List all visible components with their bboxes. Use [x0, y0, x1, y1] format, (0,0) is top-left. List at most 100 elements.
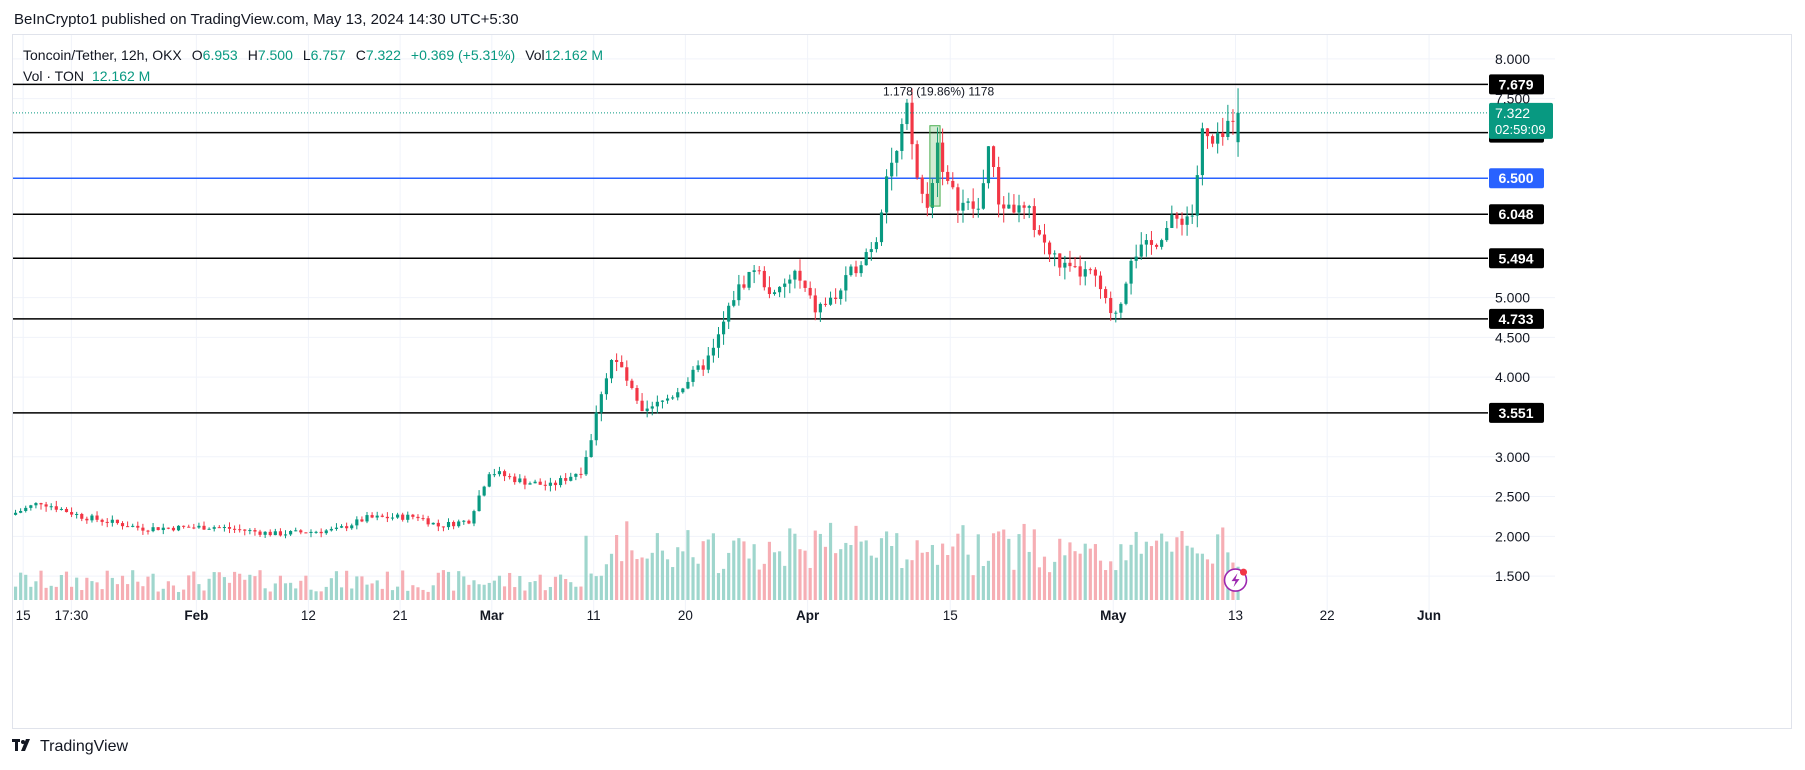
level-label: 7.679 — [1498, 76, 1533, 92]
candle-body — [1012, 204, 1016, 213]
volume-bar — [956, 533, 960, 600]
volume-bar — [915, 540, 919, 600]
volume-bar — [156, 591, 160, 600]
price-tick-label: 4.000 — [1495, 369, 1530, 385]
candle-body — [808, 287, 812, 296]
candle-body — [370, 515, 374, 518]
volume-bar — [1114, 570, 1118, 600]
vol-label: Vol — [525, 47, 545, 63]
volume-bar — [650, 552, 654, 600]
volume-bar — [976, 534, 980, 600]
candle-body — [1170, 214, 1174, 228]
volume-bar — [192, 571, 196, 600]
candle-body — [482, 486, 486, 496]
volume-bar — [1022, 523, 1026, 600]
volume-bar — [13, 586, 18, 600]
volume-bar — [737, 538, 741, 600]
candle-body — [523, 478, 527, 485]
candle-body — [941, 142, 945, 172]
volume-bar — [472, 580, 476, 600]
candle-body — [1078, 266, 1082, 277]
volume-bar — [951, 546, 955, 600]
candle-body — [110, 519, 114, 523]
volume-bar — [462, 576, 466, 600]
volume-bar — [441, 570, 446, 600]
time-tick-label: 15 — [943, 608, 958, 623]
candle-body — [115, 519, 120, 524]
volume-bar — [446, 571, 451, 600]
candle-body — [513, 476, 517, 483]
price-axis[interactable]: 8.000 7.500 5.000 4.500 4.000 3.000 2.500 2.000… — [1495, 51, 1530, 584]
candle-body — [69, 512, 74, 515]
volume-bar — [676, 547, 680, 600]
volume-bar — [1078, 553, 1082, 600]
volume-bar — [411, 585, 415, 600]
level-label: 4.733 — [1498, 311, 1533, 327]
volume-bar — [319, 591, 323, 600]
volume-bar — [339, 587, 344, 600]
volume-study-label[interactable]: Vol · TON — [23, 68, 84, 84]
candle-body — [716, 334, 721, 348]
candle-body — [660, 400, 665, 402]
volume-bar — [609, 553, 614, 600]
high-label: H — [247, 47, 258, 63]
candle-body — [1175, 214, 1179, 219]
candle-body — [956, 187, 960, 211]
level-label-box — [1489, 74, 1544, 95]
candle-body — [640, 400, 644, 412]
volume-bar — [329, 578, 333, 600]
volume-bar — [849, 545, 853, 600]
volume-bar — [834, 553, 838, 600]
candle-body — [1063, 262, 1067, 268]
volume-bar — [436, 572, 440, 600]
volume-bar — [818, 533, 822, 600]
volume-bar — [44, 587, 48, 600]
volume-bar — [681, 551, 685, 600]
candle-body — [365, 515, 369, 522]
candle-body — [737, 284, 741, 301]
volume-bar — [126, 584, 130, 600]
volume-bar — [594, 576, 598, 600]
candle-body — [574, 473, 578, 477]
candle-body — [1002, 204, 1006, 209]
volume-bar — [752, 544, 756, 600]
volume-bar — [34, 581, 38, 600]
volume-bar — [655, 533, 659, 600]
candle-body — [910, 102, 914, 145]
tradingview-brand[interactable]: TradingView — [12, 738, 128, 756]
candle-body — [13, 512, 18, 515]
candle-body — [1114, 312, 1118, 314]
candle-body — [778, 286, 782, 293]
candle-body — [1017, 205, 1021, 213]
volume-bar — [869, 555, 873, 600]
symbol-label[interactable]: Toncoin/Tether, 12h, OKX — [23, 47, 182, 63]
candle-body — [487, 474, 491, 487]
time-tick-label: 13 — [1228, 608, 1243, 623]
volume-bar — [334, 571, 339, 600]
candle-body — [339, 526, 344, 528]
volume-bar — [711, 533, 715, 600]
volume-bar — [716, 573, 721, 600]
volume-bar — [778, 551, 782, 600]
candle-body — [314, 531, 318, 533]
time-tick-label: 12 — [301, 608, 316, 623]
flash-icon-bolt — [1231, 573, 1240, 588]
candle-body — [253, 530, 257, 532]
candle-body — [767, 287, 772, 295]
candle-body — [268, 531, 272, 536]
candle-body — [915, 144, 919, 178]
time-axis[interactable]: 15 17:30 Feb 12 21 Mar 11 20 Apr 15 May 13 22 Jun — [16, 608, 1441, 623]
candle-body — [788, 279, 792, 284]
candle-body — [742, 284, 746, 288]
last-price-badge — [1489, 102, 1553, 139]
candle-body — [375, 515, 379, 518]
candle-body — [1047, 242, 1052, 255]
volume-bar — [946, 555, 950, 600]
volume-bar — [1007, 538, 1011, 600]
candle-body — [176, 525, 181, 531]
volume-bar — [604, 564, 609, 600]
candle-body — [462, 520, 466, 522]
volume-bar — [212, 572, 216, 600]
volume-bar — [625, 521, 629, 600]
